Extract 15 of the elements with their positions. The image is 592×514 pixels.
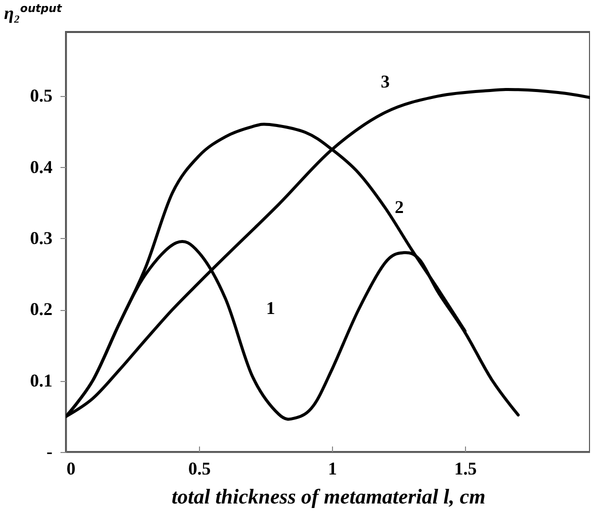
y-tick-label: 0.1 <box>30 370 52 390</box>
x-tick-label: 1 <box>328 458 337 478</box>
y-tick-label: - <box>46 442 52 462</box>
x-tick-label: 0.5 <box>188 458 211 478</box>
series-label: 2 <box>394 196 404 217</box>
series-label: 3 <box>380 71 390 92</box>
y-axis-title: η₂$^{output}$ <box>4 2 62 24</box>
y-tick-label: 0.5 <box>30 86 52 106</box>
y-tick-label: 0.2 <box>30 299 52 320</box>
series-label: 1 <box>266 298 276 318</box>
x-tick-label: 0 <box>66 458 76 478</box>
x-axis-title: total thickness of metamaterial l, cm <box>172 484 486 508</box>
x-tick-label: 1.5 <box>454 458 477 478</box>
y-tick-label: 0.3 <box>30 228 52 248</box>
y-tick-label: 0.4 <box>30 156 52 177</box>
